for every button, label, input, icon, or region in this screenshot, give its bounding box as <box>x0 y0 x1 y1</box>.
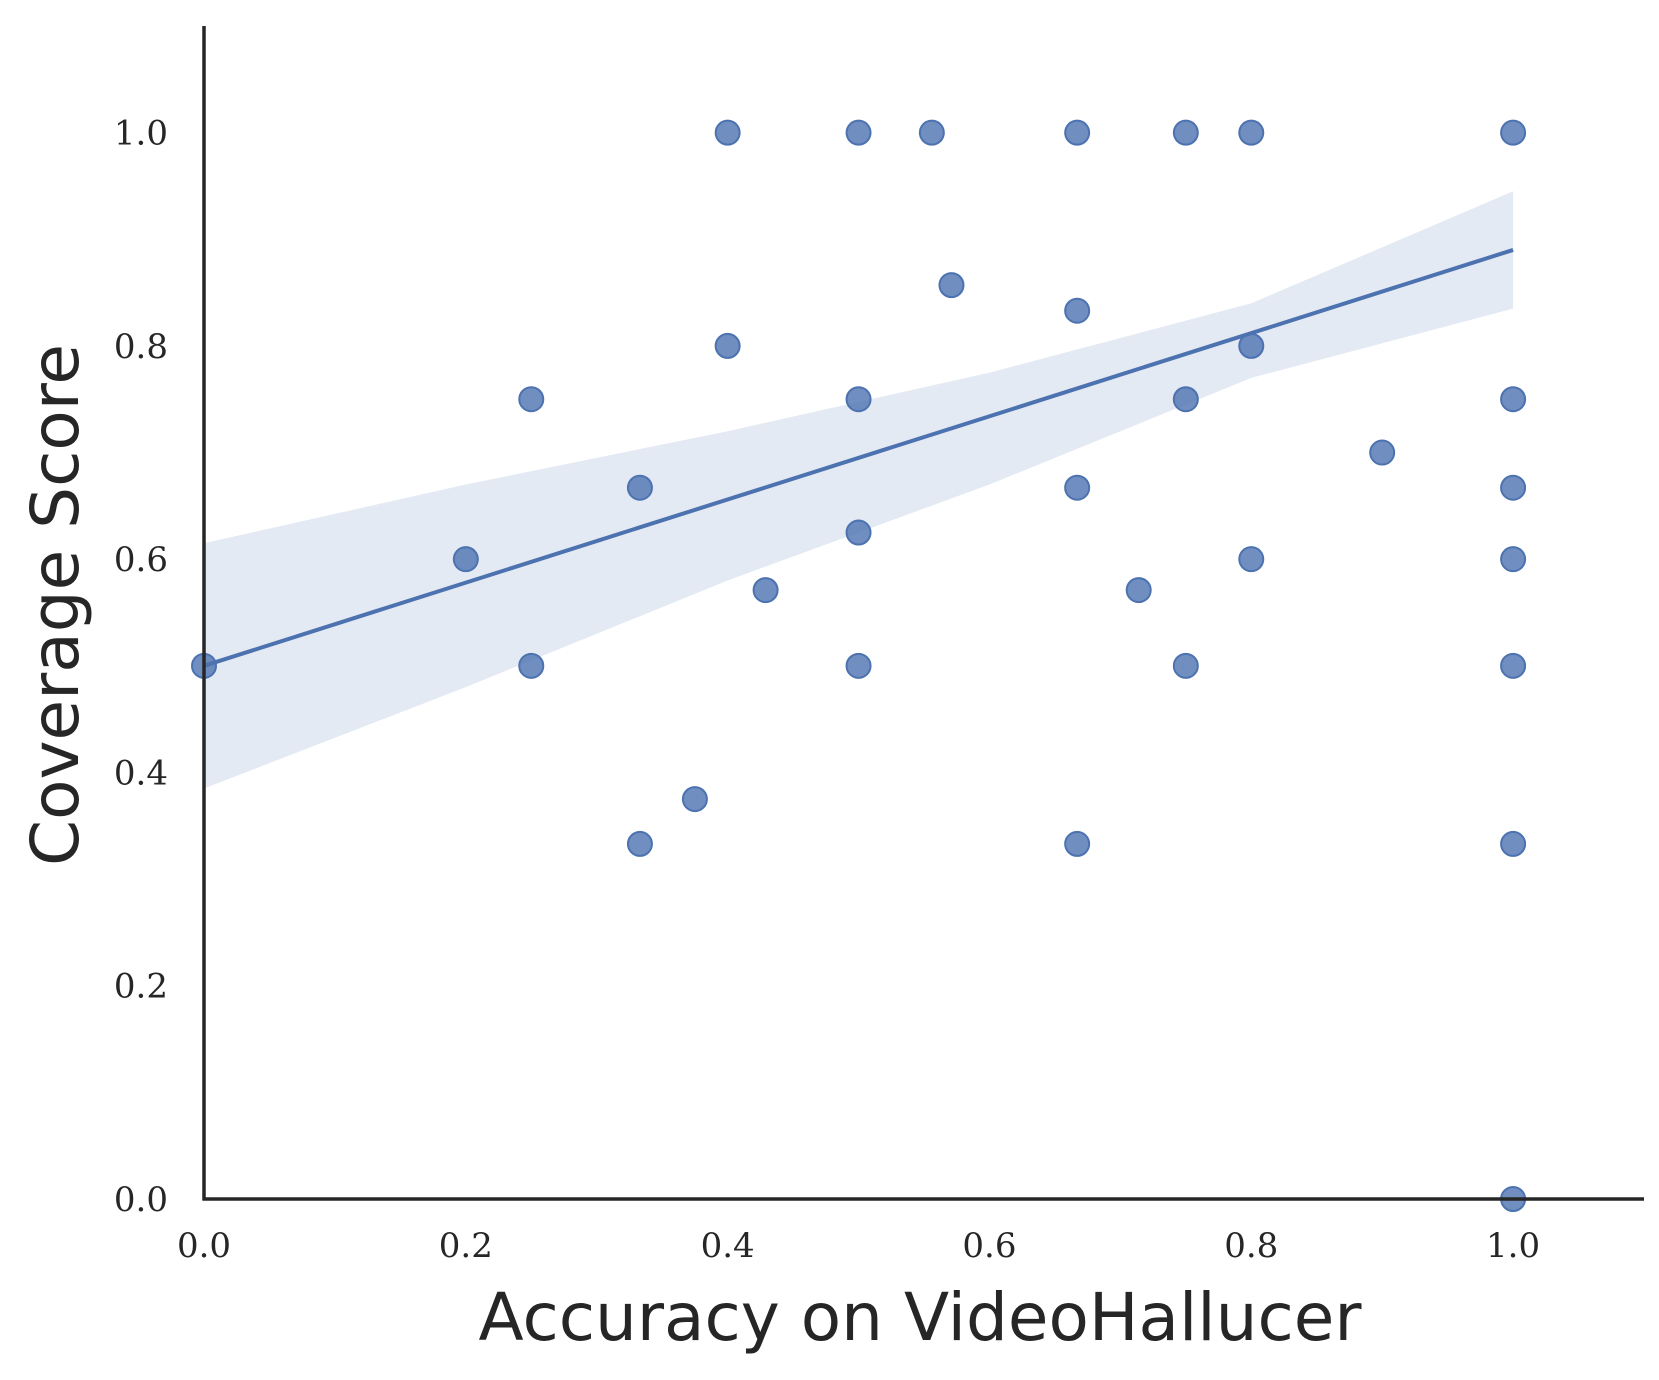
x-tick-label: 0.2 <box>439 1226 493 1266</box>
data-point <box>1065 476 1089 500</box>
data-point <box>847 121 871 145</box>
data-point <box>716 121 740 145</box>
data-point <box>716 334 740 358</box>
regression-line-layer <box>204 250 1513 666</box>
data-point <box>1174 121 1198 145</box>
data-point <box>454 547 478 571</box>
data-point <box>1501 387 1525 411</box>
data-point <box>628 832 652 856</box>
data-point <box>1174 387 1198 411</box>
data-point <box>1174 654 1198 678</box>
x-tick-layer: 0.0 0.2 0.4 0.6 0.8 1.0 <box>177 1226 1540 1266</box>
data-point <box>1239 334 1263 358</box>
data-point <box>1065 121 1089 145</box>
x-tick-label: 0.4 <box>701 1226 755 1266</box>
y-tick-label: 1.0 <box>114 114 168 154</box>
data-point <box>754 578 778 602</box>
data-point <box>519 387 543 411</box>
y-tick-label: 0.8 <box>114 327 168 367</box>
data-point <box>1501 547 1525 571</box>
data-point <box>847 521 871 545</box>
data-point <box>920 121 944 145</box>
data-point <box>1501 476 1525 500</box>
data-point <box>628 476 652 500</box>
regression-line <box>204 250 1513 666</box>
data-point <box>1239 547 1263 571</box>
data-point <box>1239 121 1263 145</box>
y-tick-layer: 0.0 0.2 0.4 0.6 0.8 1.0 <box>114 114 168 1220</box>
data-point <box>683 787 707 811</box>
data-point <box>847 387 871 411</box>
confidence-band <box>204 191 1513 788</box>
y-tick-label: 0.2 <box>114 967 168 1007</box>
x-tick-label: 1.0 <box>1486 1226 1540 1266</box>
y-tick-label: 0.0 <box>114 1180 168 1220</box>
data-point <box>1501 832 1525 856</box>
data-point <box>847 654 871 678</box>
y-tick-label: 0.6 <box>114 540 168 580</box>
y-axis-title: Coverage Score <box>17 344 94 866</box>
x-tick-label: 0.6 <box>962 1226 1016 1266</box>
x-axis-title: Accuracy on VideoHallucer <box>478 1279 1362 1356</box>
x-tick-label: 0.0 <box>177 1226 231 1266</box>
data-point <box>1127 578 1151 602</box>
data-point <box>1065 299 1089 323</box>
data-point <box>1501 121 1525 145</box>
data-point <box>1065 832 1089 856</box>
ci-band-layer <box>204 191 1513 788</box>
y-tick-label: 0.4 <box>114 753 168 793</box>
data-point <box>1370 441 1394 465</box>
data-point <box>1501 654 1525 678</box>
data-point <box>519 654 543 678</box>
x-tick-label: 0.8 <box>1224 1226 1278 1266</box>
data-point <box>939 273 963 297</box>
